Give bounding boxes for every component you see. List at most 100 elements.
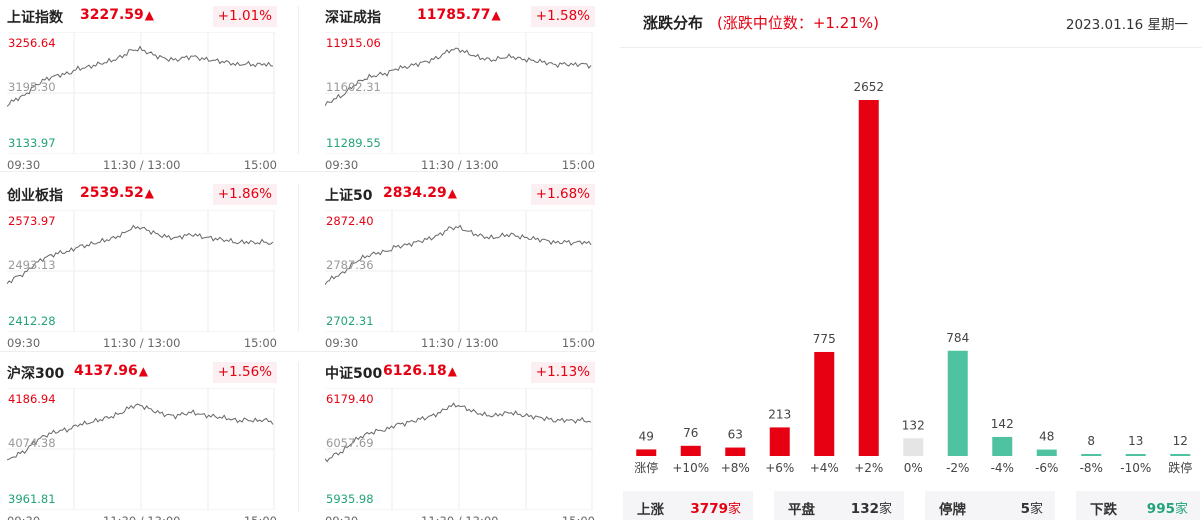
distribution-median: (涨跌中位数：+1.21%)	[717, 14, 879, 32]
bar-value-label: 784	[946, 331, 969, 345]
time-mid: 11:30 / 13:00	[421, 514, 498, 520]
distribution-date: 2023.01.16 星期一	[1065, 17, 1188, 33]
divider	[298, 6, 299, 154]
summary-box: 下跌 995家	[1076, 491, 1200, 520]
index-value: 11785.77▲	[417, 7, 501, 23]
index-name: 沪深300	[7, 366, 65, 382]
time-mid: 11:30 / 13:00	[103, 336, 181, 350]
time-axis: 09:30 11:30 / 13:00 15:00	[7, 158, 277, 172]
index-change-badge: +1.01%	[212, 6, 277, 27]
up-arrow-icon: ▲	[447, 186, 457, 200]
index-intraday-chart	[7, 388, 277, 512]
index-intraday-chart	[325, 388, 595, 512]
index-header: 上证50 2834.29▲ +1.68%	[325, 184, 595, 206]
time-mid: 11:30 / 13:00	[103, 158, 181, 172]
index-change-badge: +1.86%	[212, 184, 277, 205]
price-high-label: 6179.40	[326, 392, 374, 406]
bar-category-label: 涨停	[634, 460, 658, 475]
summary-box: 平盘 132家	[774, 491, 904, 520]
time-axis: 09:30 11:30 / 13:00 15:00	[7, 514, 277, 520]
distribution-bar[interactable]	[1081, 454, 1102, 456]
distribution-bar[interactable]	[1125, 454, 1146, 456]
bar-category-label: +8%	[721, 461, 750, 475]
distribution-bar[interactable]	[814, 351, 835, 456]
time-axis: 09:30 11:30 / 13:00 15:00	[7, 336, 277, 350]
summary-label: 平盘	[788, 502, 815, 518]
index-intraday-chart	[7, 32, 277, 156]
time-start: 09:30	[325, 158, 359, 172]
summary-count: 5家	[1020, 501, 1043, 517]
time-start: 09:30	[325, 336, 359, 350]
bar-category-label: -8%	[1080, 461, 1103, 475]
summary-box: 上涨 3779家	[623, 491, 753, 520]
bar-value-label: 76	[683, 426, 698, 440]
bar-category-label: -6%	[1035, 461, 1058, 475]
price-line	[325, 402, 592, 463]
price-line	[7, 45, 274, 107]
index-header: 深证成指 11785.77▲ +1.58%	[325, 6, 595, 28]
bar-value-label: 132	[902, 418, 925, 432]
distribution-bar[interactable]	[680, 445, 701, 456]
time-axis: 09:30 11:30 / 13:00 15:00	[325, 514, 595, 520]
price-high-label: 11915.06	[326, 36, 381, 50]
price-low-label: 3961.81	[8, 492, 56, 506]
bar-category-label: -4%	[991, 461, 1014, 475]
price-low-label: 2702.31	[326, 314, 374, 328]
index-name: 深证成指	[325, 10, 381, 26]
distribution-bar[interactable]	[769, 427, 790, 456]
summary-box: 停牌 5家	[925, 491, 1055, 520]
index-name: 上证50	[325, 188, 373, 204]
price-prev-close-label: 2493.13	[8, 258, 56, 272]
index-value: 6126.18▲	[383, 363, 457, 379]
summary-label: 上涨	[637, 502, 664, 518]
index-card[interactable]: 创业板指 2539.52▲ +1.86% 2573.97 2493.13 241…	[7, 184, 277, 352]
distribution-bar[interactable]	[1170, 454, 1191, 456]
price-prev-close-label: 3195.30	[8, 80, 56, 94]
price-prev-close-label: 4074.38	[8, 436, 56, 450]
index-header: 中证500 6126.18▲ +1.13%	[325, 362, 595, 384]
index-intraday-chart	[7, 210, 277, 334]
index-card[interactable]: 中证500 6126.18▲ +1.13% 6179.40 6057.69 59…	[325, 362, 595, 520]
time-end: 15:00	[562, 514, 595, 520]
price-high-label: 3256.64	[8, 36, 56, 50]
bar-category-label: +4%	[810, 461, 839, 475]
time-mid: 11:30 / 13:00	[103, 514, 180, 520]
index-card[interactable]: 沪深300 4137.96▲ +1.56% 4186.94 4074.38 39…	[7, 362, 277, 520]
bar-value-label: 2652	[853, 80, 884, 94]
bar-value-label: 8	[1087, 434, 1095, 448]
bar-value-label: 142	[991, 417, 1014, 431]
index-header: 上证指数 3227.59▲ +1.01%	[7, 6, 277, 28]
index-name: 中证500	[325, 366, 383, 382]
divider	[620, 47, 1202, 48]
summary-count: 3779家	[690, 501, 741, 517]
time-end: 15:00	[244, 514, 277, 520]
bar-value-label: 775	[813, 332, 836, 346]
distribution-bar[interactable]	[1036, 449, 1057, 456]
price-prev-close-label: 6057.69	[326, 436, 374, 450]
distribution-bar[interactable]	[947, 350, 968, 456]
price-line	[325, 47, 592, 107]
price-high-label: 2573.97	[8, 214, 56, 228]
time-mid: 11:30 / 13:00	[421, 158, 499, 172]
time-start: 09:30	[7, 514, 40, 520]
divider	[0, 351, 596, 352]
distribution-bar[interactable]	[903, 438, 924, 456]
distribution-bar[interactable]	[992, 436, 1013, 456]
up-arrow-icon: ▲	[144, 186, 154, 200]
bar-category-label: -10%	[1120, 461, 1151, 475]
time-end: 15:00	[243, 158, 277, 172]
price-low-label: 3133.97	[8, 136, 56, 150]
distribution-bar[interactable]	[636, 449, 657, 456]
up-arrow-icon: ▲	[491, 8, 501, 22]
bar-category-label: +2%	[854, 461, 883, 475]
index-card[interactable]: 上证50 2834.29▲ +1.68% 2872.40 2787.36 270…	[325, 184, 595, 352]
price-prev-close-label: 11602.31	[326, 80, 381, 94]
bar-value-label: 13	[1128, 434, 1143, 448]
time-end: 15:00	[561, 158, 595, 172]
index-card[interactable]: 上证指数 3227.59▲ +1.01% 3256.64 3195.30 313…	[7, 6, 277, 174]
distribution-bar[interactable]	[858, 100, 879, 456]
time-start: 09:30	[7, 336, 41, 350]
distribution-bar[interactable]	[725, 447, 746, 456]
index-header: 创业板指 2539.52▲ +1.86%	[7, 184, 277, 206]
index-card[interactable]: 深证成指 11785.77▲ +1.58% 11915.06 11602.31 …	[325, 6, 595, 174]
